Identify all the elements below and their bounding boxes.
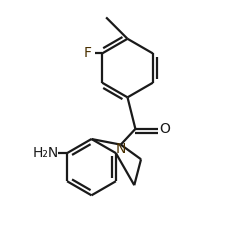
Text: H₂N: H₂N (32, 146, 59, 160)
Text: N: N (115, 142, 125, 156)
Text: O: O (158, 122, 169, 136)
Text: F: F (83, 46, 91, 60)
